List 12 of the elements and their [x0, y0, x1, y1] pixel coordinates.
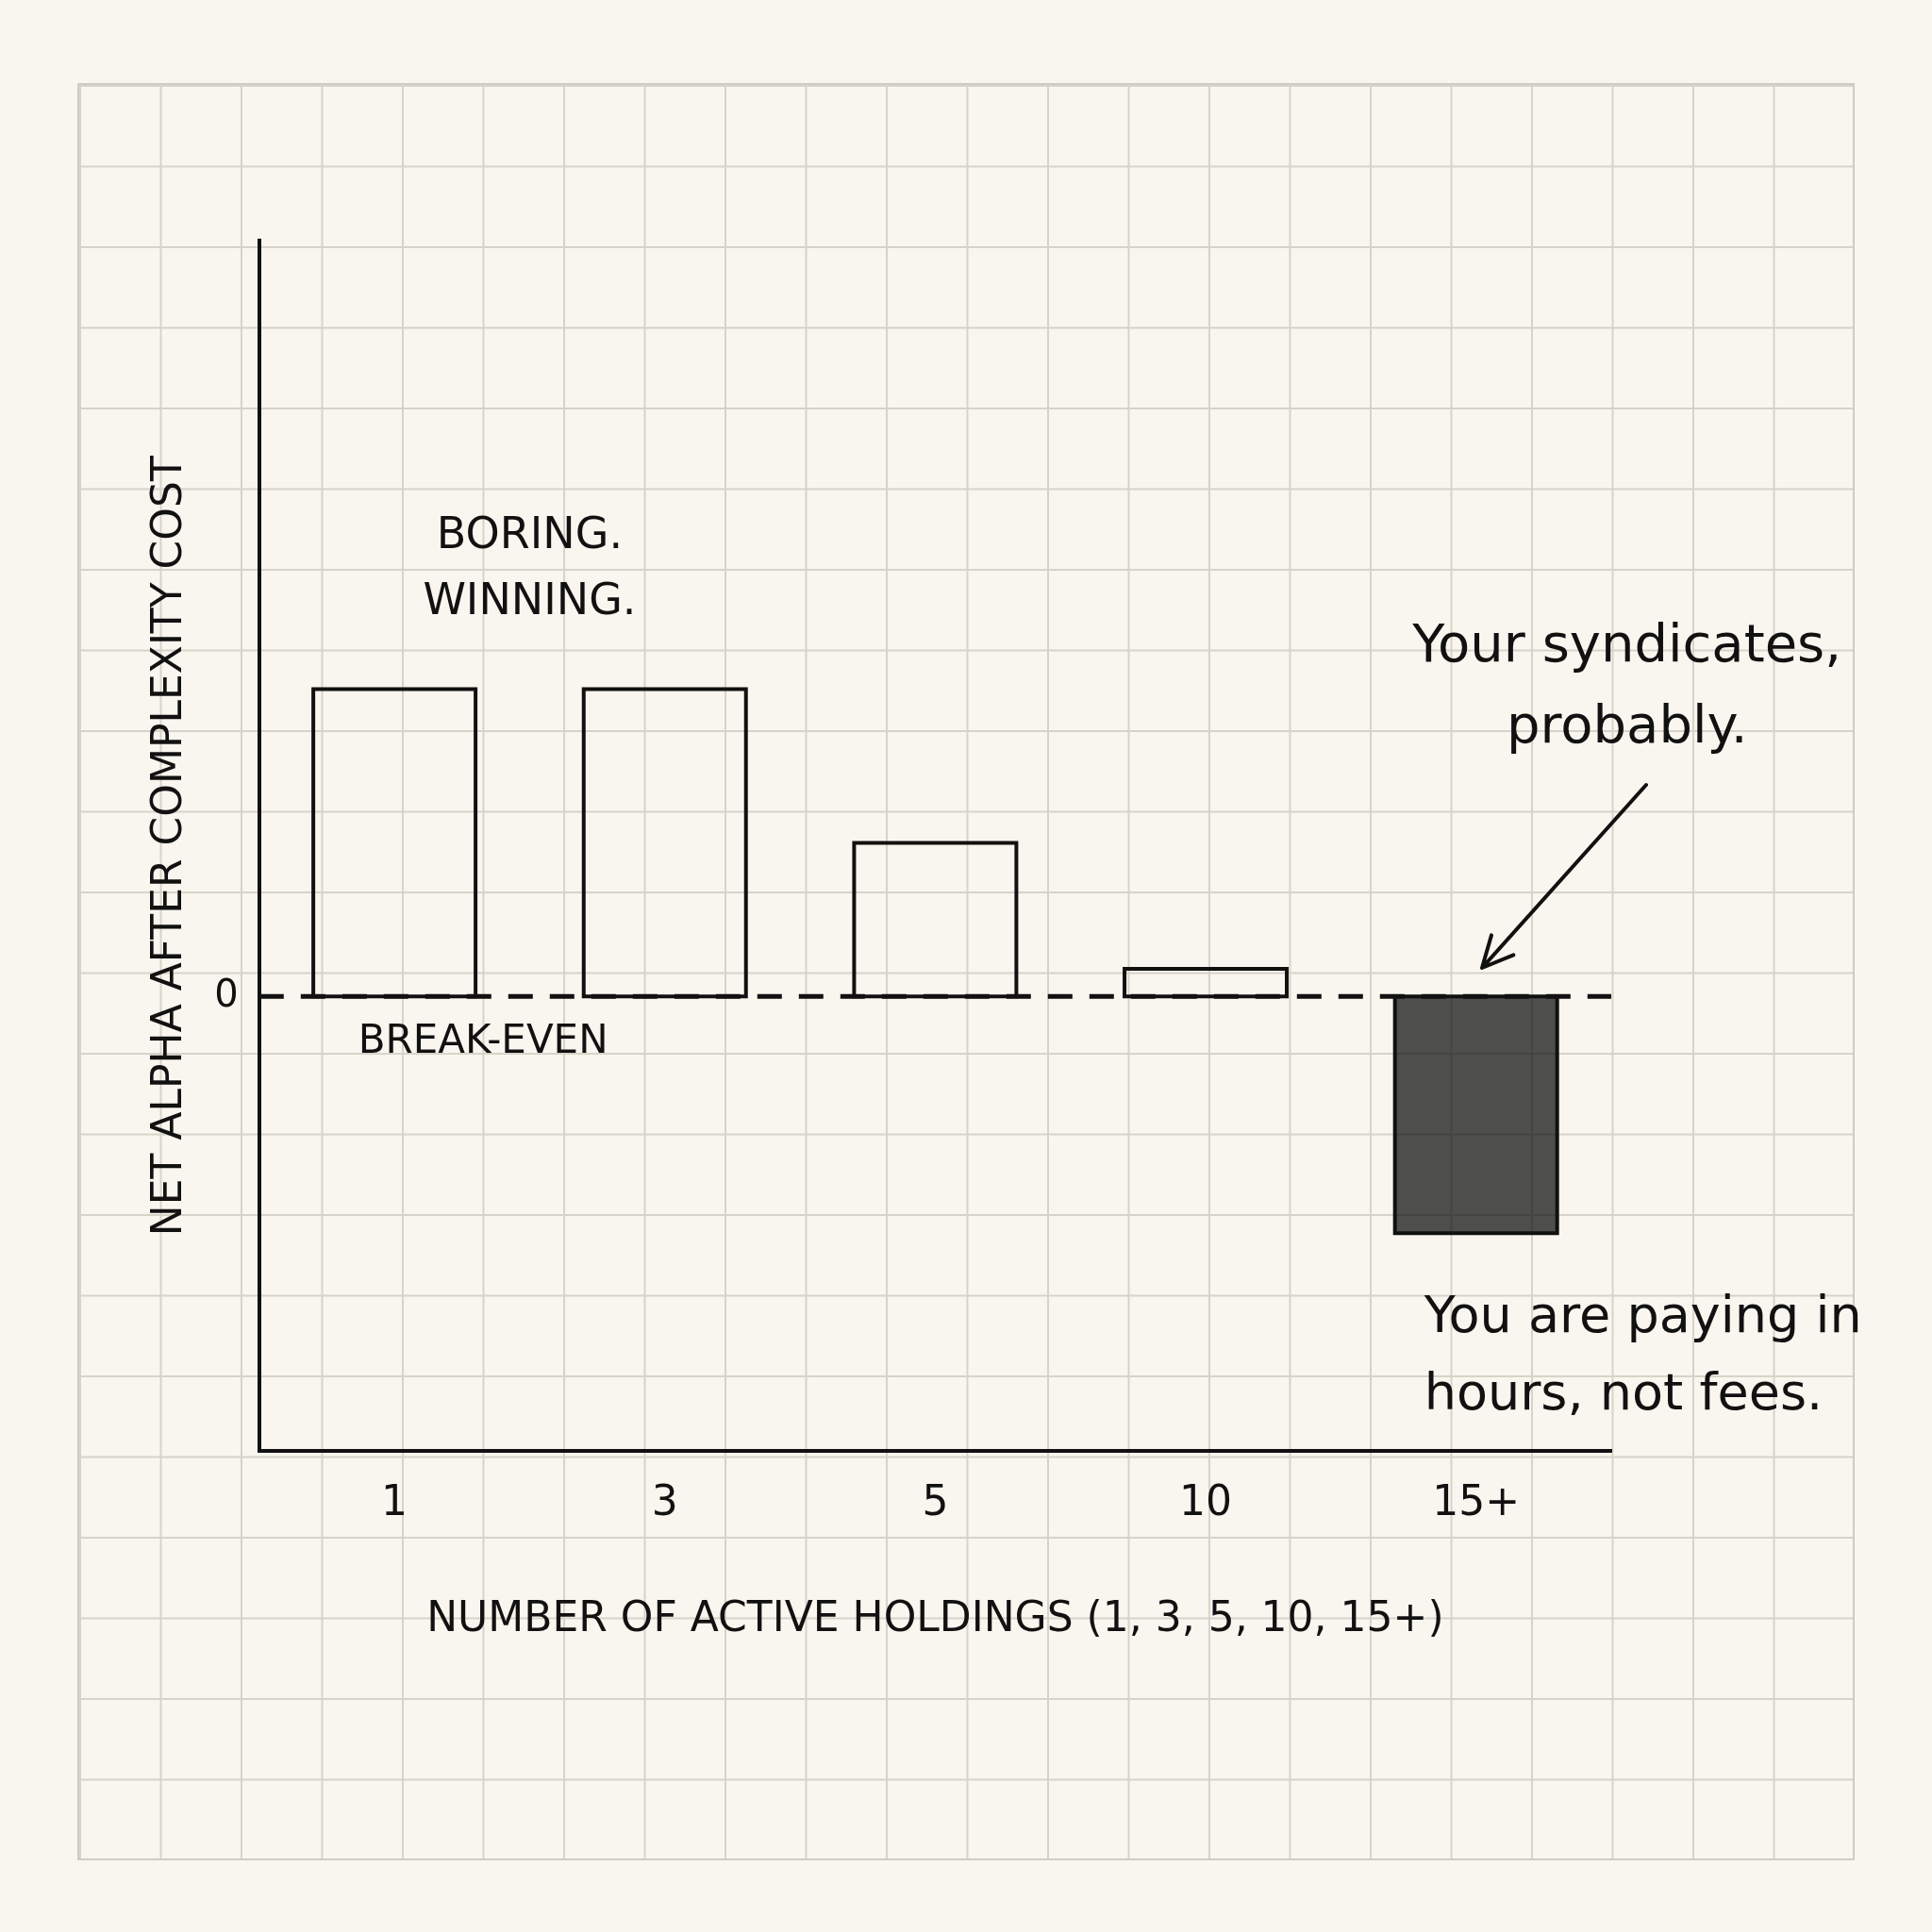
x-tick-label: 15+: [1432, 1476, 1521, 1525]
x-axis-title: NUMBER OF ACTIVE HOLDINGS (1, 3, 5, 10, 15+): [426, 1592, 1444, 1641]
x-tick-label: 5: [922, 1476, 949, 1525]
y-axis-title: NET ALPHA AFTER COMPLEXITY COST: [142, 456, 191, 1237]
text: 0: [214, 971, 239, 1015]
x-tick-label: 3: [651, 1476, 678, 1525]
x-tick-label: 1: [381, 1476, 408, 1525]
annotation: Your syndicates, probably.: [1411, 612, 1842, 756]
text: You are paying in hours, not fees.: [1423, 1285, 1862, 1423]
text: BORING. WINNING.: [423, 507, 637, 625]
ref-line-label: BREAK-EVEN: [358, 1016, 608, 1063]
x-tick-label: 10: [1179, 1476, 1233, 1525]
